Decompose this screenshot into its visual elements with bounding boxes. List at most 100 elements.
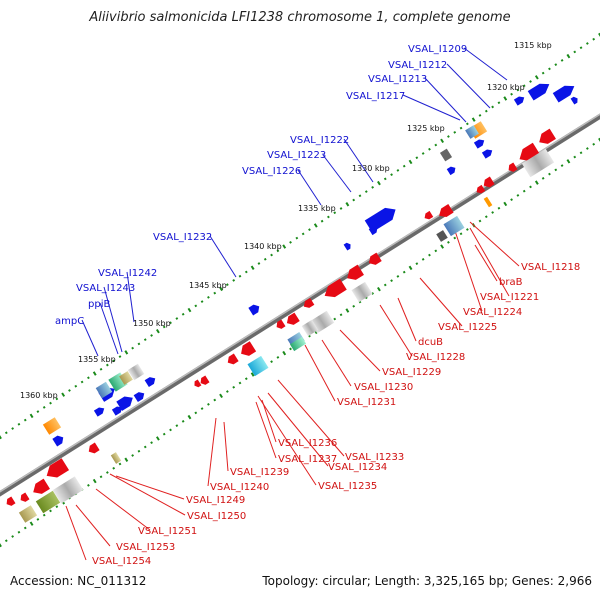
inner-scale-tick [339,313,343,317]
forward-leader-line [81,319,99,357]
outer-scale-tick [522,84,526,88]
inner-scale-tick [503,201,508,207]
outer-scale-tick [415,156,419,160]
inner-scale-tick [440,244,445,249]
outer-scale-tick [137,342,141,346]
reverse-gene-label: VSAL_I1225 [438,322,497,333]
inner-scale-tick [579,151,583,155]
inner-scale-tick [333,317,337,321]
reverse-leader-line [469,221,520,267]
outer-scale-tick [244,270,248,274]
reverse-leader-line [257,395,317,486]
inner-scale-tick [484,215,488,219]
forward-gene-arrow [93,407,105,417]
forward-gene-arrow [513,96,525,106]
outer-scale-tick [207,295,210,299]
outer-scale-tick [187,307,192,313]
reverse-gene-label: VSAL_I1224 [463,307,522,318]
outer-scale-tick [471,117,476,122]
reverse-leader-line [469,227,510,297]
reverse-gene-arrow [6,496,16,506]
reverse-leader-line [223,421,229,472]
feature-block [439,148,453,162]
outer-scale-tick [150,334,153,337]
inner-scale-tick [529,185,532,189]
outer-scale-tick [510,92,513,96]
outer-scale-tick [61,392,66,397]
backbone-highlight [0,113,600,493]
outer-scale-tick [219,286,223,292]
outer-scale-tick [491,105,495,109]
reverse-gene-arrow [194,379,202,388]
reverse-gene-label: VSAL_I1231 [337,397,396,408]
feature-block [443,215,465,237]
reverse-leader-line [267,392,329,467]
outer-scale-tick [232,279,236,282]
accession-text: Accession: NC_011312 [10,574,147,588]
forward-gene-label: VSAL_I1209 [408,44,467,55]
inner-scale-tick [87,483,90,487]
feature-block [18,505,38,523]
map-title: Aliivibrio salmonicida LFI1238 chromosom… [89,10,511,25]
reverse-gene-arrow [368,252,382,265]
outer-scale-tick [484,109,488,113]
feature-block [483,196,493,208]
forward-leader-line [424,77,467,123]
reverse-gene-label: VSAL_I1239 [230,467,289,478]
inner-scale-tick [162,432,166,436]
scale-tick-label: 1360 kbp [20,391,58,400]
outer-scale-tick [592,37,596,41]
outer-scale-tick [320,219,324,223]
outer-scale-tick [327,215,330,219]
forward-gene-arrow [144,377,156,388]
reverse-gene-label: VSAL_I1230 [354,382,413,393]
outer-scale-tick [143,338,147,342]
outer-scale-tick [301,232,305,236]
outer-scale-tick [308,228,311,232]
outer-scale-tick [541,71,545,75]
reverse-gene-label: VSAL_I1233 [345,452,404,463]
inner-scale-tick [534,180,539,185]
inner-scale-tick [352,304,356,308]
inner-scale-tick [244,377,248,381]
inner-scale-tick [118,462,122,466]
reverse-leader-line [397,297,417,342]
outer-scale-tick [566,53,571,59]
forward-gene-arrow [473,139,485,149]
outer-scale-tick [225,283,229,287]
outer-scale-tick [23,418,27,422]
outer-scale-tick [573,50,577,54]
feature-block [52,476,84,504]
forward-gene-arrow [368,226,378,236]
inner-scale-tick [105,471,109,474]
scale-tick-label: 1320 kbp [487,83,525,92]
reverse-gene-arrow [33,478,50,494]
reverse-gene-arrow [227,353,239,365]
feature-block [465,125,479,139]
forward-leader-line [99,302,119,355]
inner-scale-tick [465,228,469,231]
outer-scale-tick [49,401,52,405]
outer-scale-tick [68,389,71,392]
feature-block [247,355,269,377]
inner-scale-tick [169,428,172,432]
inner-scale-tick [0,542,2,548]
outer-scale-tick [155,328,160,334]
feature-block [110,452,122,464]
outer-scale-tick [371,185,375,189]
forward-gene-label: VSAL_I1223 [267,150,326,161]
outer-scale-tick [516,88,520,92]
inner-scale-tick [238,381,242,385]
outer-scale-tick [276,249,280,253]
forward-gene-label: VSAL_I1226 [242,166,301,177]
inner-scale-tick [585,147,589,150]
outer-scale-tick [478,114,482,117]
scale-tick-label: 1350 kbp [133,319,171,328]
outer-scale-tick [194,304,198,308]
reverse-gene-label: VSAL_I1249 [186,495,245,506]
outer-scale-tick [105,363,109,367]
outer-scale-tick [92,371,97,376]
outer-scale-tick [282,244,287,249]
inner-scale-tick [554,168,558,172]
reverse-gene-label: VSAL_I1228 [406,352,465,363]
